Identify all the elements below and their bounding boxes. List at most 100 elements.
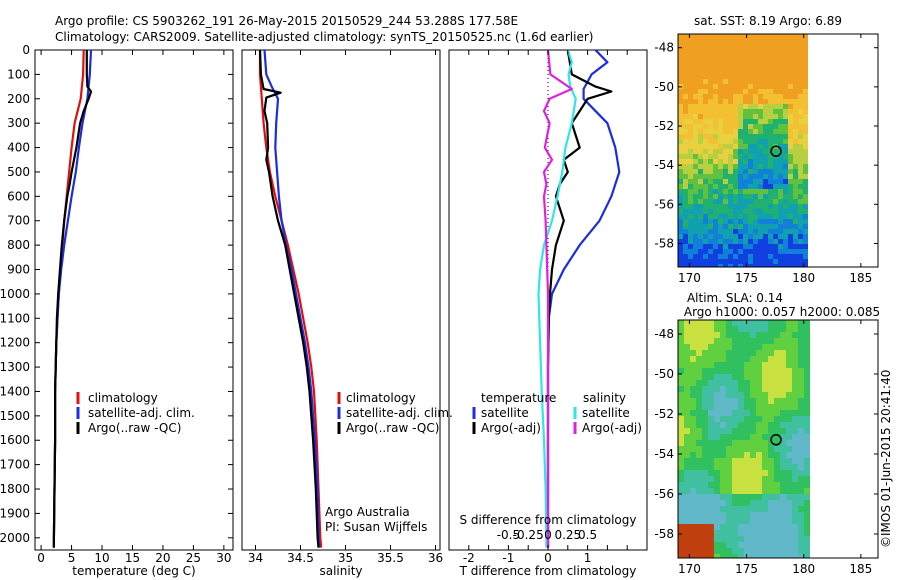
sst-cell: [718, 49, 723, 54]
sst-cell: [708, 119, 713, 124]
sla-cell: [690, 506, 696, 512]
sla-cell: [714, 416, 720, 422]
sla-cell: [750, 428, 756, 434]
sla-cell: [744, 530, 750, 536]
sst-cell: [703, 114, 708, 119]
sla-cell: [702, 476, 708, 482]
sst-cell: [708, 39, 713, 44]
sla-cell: [732, 422, 738, 428]
sst-cell: [688, 224, 693, 229]
sst-cell: [678, 129, 683, 134]
sla-cell: [780, 530, 786, 536]
sla-cell: [804, 440, 810, 446]
sst-cell: [713, 239, 718, 244]
sst-cell: [758, 114, 763, 119]
sst-cell: [778, 209, 783, 214]
sst-cell: [708, 259, 713, 264]
sst-cell: [763, 229, 768, 234]
sla-cell: [714, 530, 720, 536]
sst-cell: [773, 194, 778, 199]
sst-cell: [703, 84, 708, 89]
sst-cell: [723, 39, 728, 44]
sst-cell: [763, 54, 768, 59]
sla-cell: [678, 344, 684, 350]
sst-cell: [723, 159, 728, 164]
sla-cell: [786, 518, 792, 524]
sla-cell: [696, 542, 702, 548]
sst-cell: [763, 149, 768, 154]
sla-cell: [708, 452, 714, 458]
y-tick-label: 1800: [0, 482, 30, 496]
sla-cell: [714, 380, 720, 386]
sst-cell: [788, 159, 793, 164]
sst-cell: [758, 69, 763, 74]
sla-cell: [792, 446, 798, 452]
sst-cell: [733, 189, 738, 194]
sla-cell: [744, 356, 750, 362]
sst-cell: [788, 59, 793, 64]
sla-cell: [762, 338, 768, 344]
sst-cell: [678, 94, 683, 99]
sst-cell: [698, 174, 703, 179]
sst-cell: [803, 144, 808, 149]
sst-cell: [733, 199, 738, 204]
sst-cell: [683, 114, 688, 119]
sla-cell: [774, 440, 780, 446]
sst-cell: [748, 39, 753, 44]
sst-cell: [783, 204, 788, 209]
sla-cell: [708, 422, 714, 428]
sla-cell: [684, 326, 690, 332]
sst-cell: [803, 84, 808, 89]
sst-cell: [738, 259, 743, 264]
sst-cell: [803, 224, 808, 229]
sst-cell: [738, 239, 743, 244]
sst-cell: [793, 204, 798, 209]
sla-cell: [690, 326, 696, 332]
sst-cell: [688, 89, 693, 94]
sst-cell: [688, 104, 693, 109]
sla-cell: [768, 338, 774, 344]
sst-cell: [713, 144, 718, 149]
sla-cell: [756, 494, 762, 500]
sla-cell: [702, 410, 708, 416]
sla-cell: [732, 512, 738, 518]
sst-cell: [683, 139, 688, 144]
sst-cell: [703, 54, 708, 59]
sla-cell: [798, 554, 804, 558]
sst-cell: [738, 69, 743, 74]
sla-cell: [708, 518, 714, 524]
sst-cell: [728, 149, 733, 154]
sst-cell: [698, 169, 703, 174]
sst-cell: [698, 209, 703, 214]
sla-cell: [744, 512, 750, 518]
sst-cell: [773, 249, 778, 254]
sst-cell: [718, 89, 723, 94]
sst-cell: [788, 259, 793, 264]
sla-cell: [738, 416, 744, 422]
sla-cell: [756, 500, 762, 506]
sla-cell: [786, 374, 792, 380]
sst-cell: [708, 114, 713, 119]
sst-cell: [683, 244, 688, 249]
y-tick-label: 1900: [0, 506, 30, 520]
sla-cell: [744, 446, 750, 452]
sla-cell: [792, 326, 798, 332]
x-tick-label: 20: [155, 551, 170, 565]
sst-cell: [773, 119, 778, 124]
sst-cell: [723, 154, 728, 159]
sla-cell: [804, 524, 810, 530]
sst-cell: [743, 59, 748, 64]
sst-cell: [773, 104, 778, 109]
y-tick-label: 500: [7, 165, 30, 179]
x-tick-label: 1: [584, 551, 592, 565]
sst-cell: [718, 114, 723, 119]
sla-cell: [774, 386, 780, 392]
sst-cell: [728, 84, 733, 89]
sst-cell: [793, 114, 798, 119]
sla-cell: [786, 326, 792, 332]
sla-cell: [714, 548, 720, 554]
sst-cell: [713, 139, 718, 144]
sla-cell: [732, 458, 738, 464]
y-tick-label: 100: [7, 67, 30, 81]
sla-cell: [798, 362, 804, 368]
